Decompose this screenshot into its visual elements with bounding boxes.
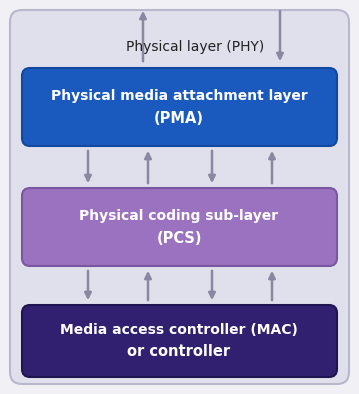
- FancyBboxPatch shape: [22, 188, 337, 266]
- Text: or controller: or controller: [127, 344, 230, 359]
- Text: Physical coding sub-layer: Physical coding sub-layer: [79, 209, 279, 223]
- FancyBboxPatch shape: [10, 10, 349, 384]
- Text: (PCS): (PCS): [156, 230, 202, 245]
- Text: Physical layer (PHY): Physical layer (PHY): [126, 40, 264, 54]
- Text: Media access controller (MAC): Media access controller (MAC): [60, 323, 298, 337]
- FancyBboxPatch shape: [22, 305, 337, 377]
- Text: Physical media attachment layer: Physical media attachment layer: [51, 89, 307, 103]
- FancyBboxPatch shape: [22, 68, 337, 146]
- Text: (PMA): (PMA): [154, 110, 204, 126]
